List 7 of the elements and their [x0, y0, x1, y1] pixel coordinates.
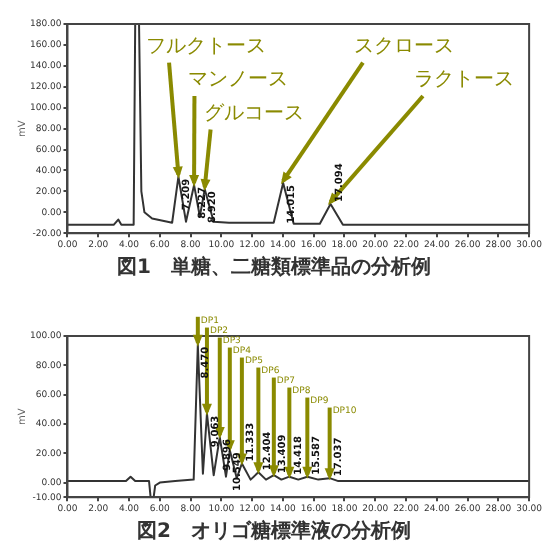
annotation: マンノース	[187, 69, 288, 92]
annotation: グルコース	[203, 102, 304, 125]
annotation: ラクトース	[413, 69, 514, 92]
annotation: フルクトース	[145, 35, 266, 58]
annotation: スクロース	[353, 35, 454, 58]
text: 図2 オリゴ糖標準液の分析例	[137, 519, 411, 544]
text: 図1 単糖、二糖類標準品の分析例	[117, 255, 431, 280]
